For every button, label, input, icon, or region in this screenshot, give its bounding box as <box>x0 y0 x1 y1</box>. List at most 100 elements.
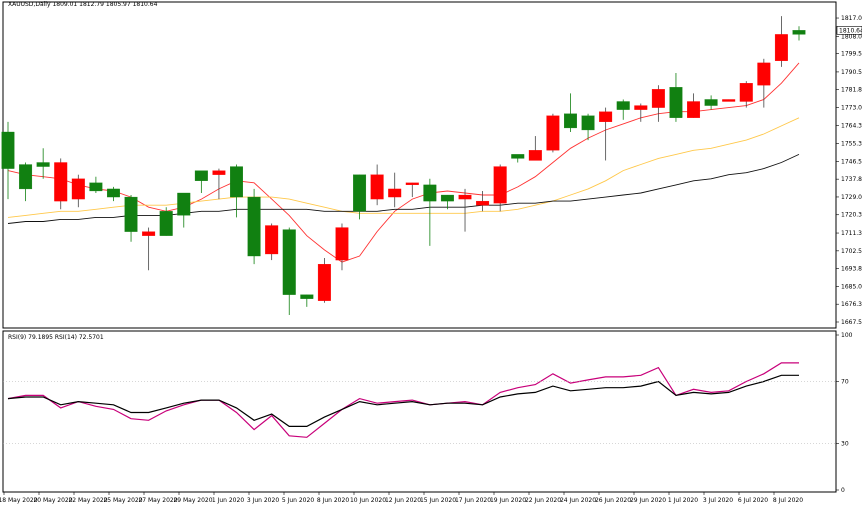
price-tick-label: 1799.55 <box>841 51 862 58</box>
candle-body <box>142 231 156 236</box>
candle-body <box>757 62 771 86</box>
candle-body <box>440 194 454 202</box>
candle-body <box>405 182 419 186</box>
price-pane-frame <box>2 1 837 329</box>
candle-body <box>722 99 736 102</box>
candle-body <box>247 196 261 257</box>
time-tick-label: 6 Jul 2020 <box>738 497 768 504</box>
time-tick-label: 22 May 2020 <box>68 497 107 504</box>
time-tick-label: 3 Jul 2020 <box>703 497 733 504</box>
price-tick-label: 1711.30 <box>841 230 862 237</box>
price-tick-label: 1676.30 <box>841 301 862 308</box>
price-tick-label: 1781.80 <box>841 87 862 94</box>
candle-body <box>546 115 560 151</box>
rsi-series-line <box>7 362 799 438</box>
candle-body <box>651 89 665 108</box>
time-tick-label: 15 Jun 2020 <box>420 497 456 504</box>
candle-body <box>317 264 331 301</box>
candle-body <box>476 200 490 206</box>
candle-body <box>493 166 507 204</box>
price-tick-label: 1764.30 <box>841 122 862 129</box>
time-tick-label: 27 May 2020 <box>138 497 177 504</box>
price-pane-title: XAUUSD,Daily 1809.01 1812.79 1805.97 181… <box>8 1 157 8</box>
rsi-tick-label: 100 <box>841 332 853 339</box>
candle-body <box>106 188 120 198</box>
candle-body <box>335 227 349 261</box>
candle-body <box>564 113 577 129</box>
candle-body <box>704 99 718 106</box>
time-tick-label: 17 Jun 2020 <box>455 497 491 504</box>
moving-average-line <box>7 62 800 263</box>
price-tick-label: 1746.55 <box>841 158 862 165</box>
time-tick-label: 19 Jun 2020 <box>490 497 526 504</box>
candle-body <box>54 162 68 202</box>
time-tick-label: 29 Jun 2020 <box>630 497 666 504</box>
candle-body <box>528 150 542 161</box>
time-tick-label: 12 Jun 2020 <box>385 497 421 504</box>
candle-body <box>669 87 683 118</box>
candle-body <box>581 115 595 131</box>
rsi-pane-title: RSI(9) 79.1895 RSI(14) 72.5701 <box>8 334 104 341</box>
candle-body <box>423 184 437 202</box>
candle-body <box>792 30 806 35</box>
time-tick-label: 1 Jun 2020 <box>212 497 244 504</box>
candle-body <box>616 101 630 110</box>
candle-body <box>511 154 525 159</box>
price-tick-label: 1817.05 <box>841 15 862 22</box>
time-tick-label: 29 May 2020 <box>173 497 212 504</box>
last-price-box <box>836 26 862 35</box>
candle-body <box>370 174 384 200</box>
candle-body <box>124 196 138 232</box>
time-tick-label: 8 Jul 2020 <box>773 497 803 504</box>
price-tick-label: 1702.55 <box>841 248 862 255</box>
candle-body <box>194 170 208 181</box>
price-tick-label: 1729.05 <box>841 194 862 201</box>
candle-body <box>599 111 613 122</box>
time-tick-label: 24 Jun 2020 <box>560 497 596 504</box>
price-tick-label: 1755.30 <box>841 141 862 148</box>
moving-average-line <box>7 117 800 218</box>
candle-body <box>89 182 103 192</box>
price-tick-label: 1685.05 <box>841 283 862 290</box>
symbol-label: XAUUSD,Daily <box>8 1 51 8</box>
time-tick-label: 3 Jun 2020 <box>247 497 279 504</box>
rsi-tick-label: 70 <box>841 379 849 386</box>
time-tick-label: 1 Jul 2020 <box>668 497 698 504</box>
price-tick-label: 1808.05 <box>841 33 862 40</box>
time-tick-label: 8 Jun 2020 <box>317 497 349 504</box>
rsi-tick-label: 0 <box>841 487 845 494</box>
candle-body <box>159 211 173 236</box>
candle-body <box>177 192 191 216</box>
rsi-title: RSI(9) 79.1895 RSI(14) 72.5701 <box>8 334 104 341</box>
candle-body <box>282 229 296 295</box>
rsi-tick-label: 30 <box>841 441 849 448</box>
candle-body <box>36 162 50 167</box>
price-tick-label: 1693.80 <box>841 266 862 273</box>
ohlc-label: 1809.01 1812.79 1805.97 1810.64 <box>52 1 158 8</box>
candle-body <box>774 34 788 61</box>
price-tick-label: 1667.55 <box>841 319 862 326</box>
candle-body <box>71 178 85 200</box>
candle-body <box>687 101 701 118</box>
time-tick-label: 22 Jun 2020 <box>525 497 561 504</box>
time-tick-label: 25 May 2020 <box>103 497 142 504</box>
time-tick-label: 20 May 2020 <box>33 497 72 504</box>
candle-body <box>458 194 472 200</box>
rsi-series-line <box>7 374 799 427</box>
last-price-label: 1810.64 <box>839 27 862 34</box>
candle-body <box>388 188 402 198</box>
candle-body <box>300 294 314 299</box>
price-tick-label: 1773.05 <box>841 104 862 111</box>
price-tick-label: 1737.80 <box>841 176 862 183</box>
candle-body <box>634 105 648 110</box>
time-tick-label: 18 May 2020 <box>0 497 38 504</box>
candle-body <box>739 83 753 102</box>
candle-body <box>265 225 279 255</box>
time-tick-label: 26 Jun 2020 <box>595 497 631 504</box>
rsi-pane-frame <box>2 330 837 493</box>
time-tick-label: 10 Jun 2020 <box>350 497 386 504</box>
candle-body <box>1 131 15 169</box>
candle-body <box>19 164 33 190</box>
